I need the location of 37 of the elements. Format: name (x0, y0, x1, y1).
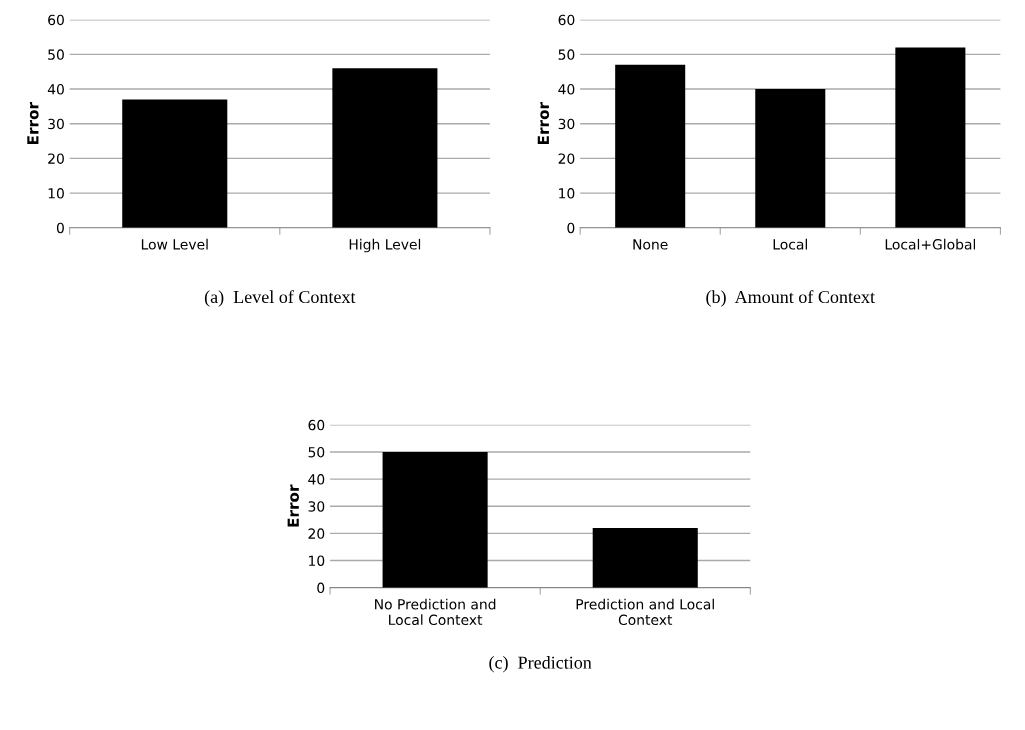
y-tick-label: 20 (308, 528, 325, 539)
bar (755, 89, 826, 228)
y-tick-label: 30 (308, 501, 325, 512)
y-tick-label: 0 (567, 222, 575, 234)
text: (a) Level of Context (204, 290, 356, 307)
x-tick-label: High Level (349, 238, 421, 253)
text: (c) Prediction (489, 656, 592, 673)
y-tick-label: 50 (308, 446, 325, 458)
x-tick-label: Low Level (141, 238, 208, 250)
x-tick-label: Prediction and Local Context (576, 598, 714, 626)
y-axis-title: Error (27, 102, 39, 145)
x-tick-label: No Prediction and Local Context (375, 598, 496, 626)
y-tick-label: 30 (48, 118, 64, 130)
y-tick-label: 10 (559, 188, 575, 199)
x-tick-label: None (633, 239, 668, 250)
y-tick-label: 40 (558, 84, 575, 95)
y-tick-label: 40 (47, 84, 64, 95)
y-tick-label: 50 (48, 49, 64, 60)
text: (b) Amount of Context (706, 290, 875, 307)
y-tick-label: 20 (558, 153, 575, 164)
y-axis-title: Error (287, 484, 299, 527)
y-tick-label: 10 (309, 555, 325, 566)
bar (615, 64, 686, 228)
y-tick-label: 60 (308, 419, 325, 431)
x-tick-label: Local (773, 238, 807, 250)
y-tick-label: 40 (308, 474, 325, 485)
y-tick-label: 0 (317, 582, 325, 594)
y-tick-label: 50 (558, 49, 575, 60)
bar (895, 47, 966, 228)
y-tick-label: 30 (558, 118, 575, 130)
y-tick-label: 60 (558, 14, 575, 26)
y-tick-label: 60 (48, 14, 64, 26)
x-tick-label: Local+Global (885, 238, 976, 250)
y-axis-title: Error (537, 102, 550, 145)
y-tick-label: 0 (56, 222, 64, 234)
y-tick-label: 10 (48, 188, 64, 199)
y-tick-label: 20 (48, 153, 64, 164)
